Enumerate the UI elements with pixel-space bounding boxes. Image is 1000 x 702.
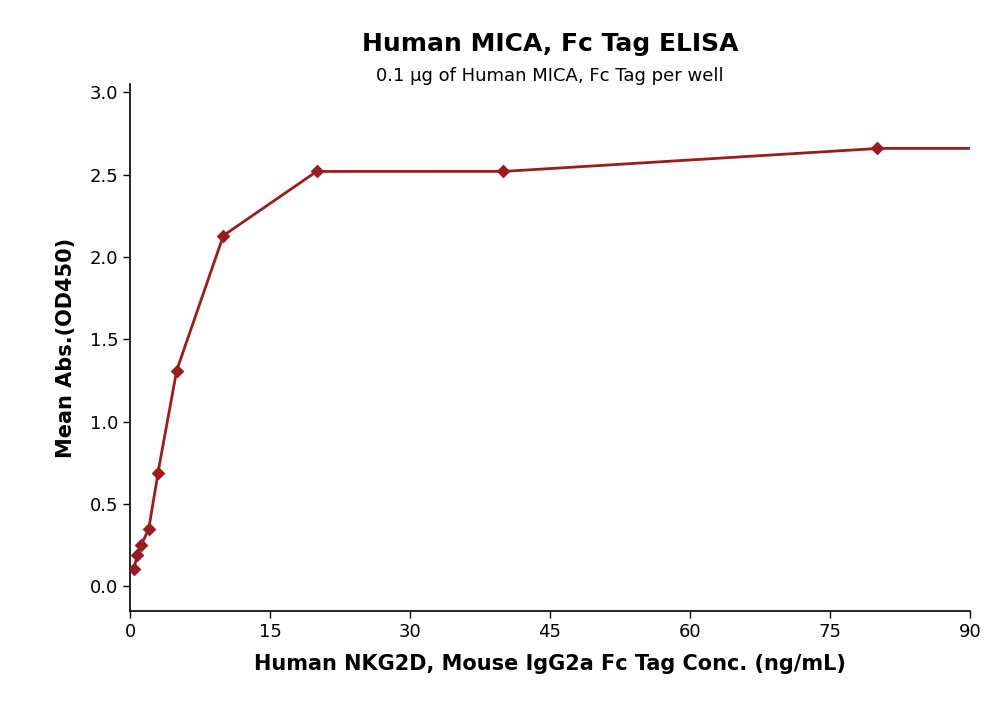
Point (129, 549, 145, 560)
Point (126, 563, 142, 574)
Point (215, 230, 231, 241)
Point (495, 166, 511, 177)
Point (309, 166, 325, 177)
X-axis label: Human NKG2D, Mouse IgG2a Fc Tag Conc. (ng/mL): Human NKG2D, Mouse IgG2a Fc Tag Conc. (n… (254, 654, 846, 675)
Point (869, 143, 885, 154)
Point (169, 365, 185, 376)
Text: Human MICA, Fc Tag ELISA: Human MICA, Fc Tag ELISA (362, 32, 738, 55)
Point (150, 467, 166, 478)
Text: 0.1 μg of Human MICA, Fc Tag per well: 0.1 μg of Human MICA, Fc Tag per well (376, 67, 724, 85)
Point (133, 539, 149, 550)
Point (141, 524, 157, 535)
Y-axis label: Mean Abs.(OD450): Mean Abs.(OD450) (56, 237, 76, 458)
